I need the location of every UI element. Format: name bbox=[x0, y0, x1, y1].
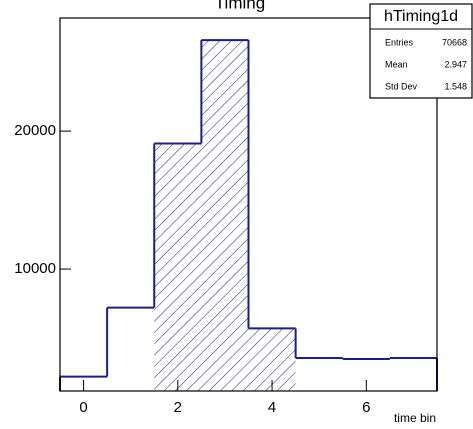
stats-value: 70668 bbox=[442, 37, 467, 47]
x-axis-label: time bin bbox=[394, 411, 436, 425]
plot-frame bbox=[59, 17, 438, 392]
stats-label: Std Dev bbox=[385, 81, 418, 91]
y-tick-label: 20000 bbox=[14, 122, 56, 139]
hatched-bar bbox=[154, 143, 202, 391]
stats-value: 1.548 bbox=[444, 81, 467, 91]
stats-title: hTiming1d bbox=[384, 8, 458, 25]
stats-value: 2.947 bbox=[444, 59, 467, 69]
chart-title: Timing bbox=[215, 0, 265, 12]
x-tick-label: 0 bbox=[79, 399, 87, 416]
stats-label: Mean bbox=[385, 59, 408, 69]
x-tick-label: 4 bbox=[268, 399, 276, 416]
x-tick-label: 2 bbox=[174, 399, 182, 416]
hatched-bar bbox=[201, 40, 249, 391]
x-tick-label: 6 bbox=[362, 399, 370, 416]
stats-label: Entries bbox=[385, 37, 414, 47]
stats-box bbox=[369, 3, 473, 99]
y-tick-label: 10000 bbox=[14, 260, 56, 277]
